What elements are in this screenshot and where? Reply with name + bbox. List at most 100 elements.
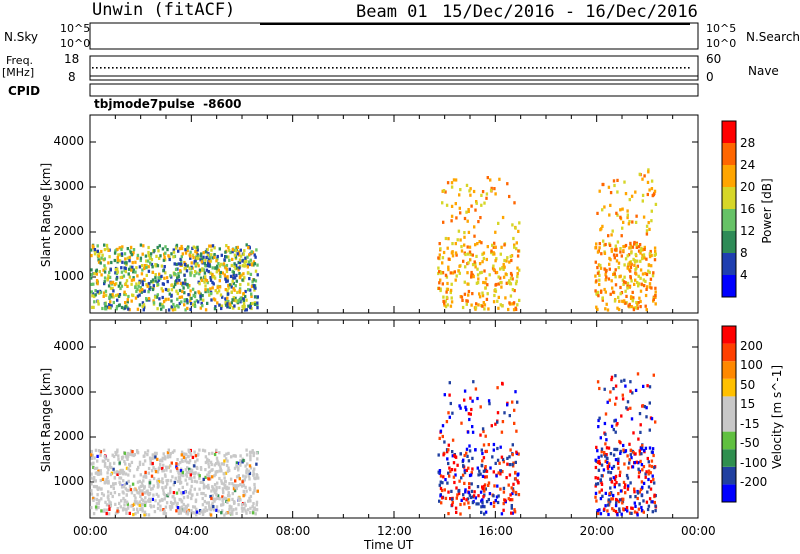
power-pixel bbox=[632, 257, 635, 261]
velocity-pixel bbox=[253, 467, 256, 471]
velocity-pixel bbox=[132, 502, 136, 506]
power-pixel bbox=[174, 267, 178, 271]
power-pixel bbox=[442, 295, 445, 299]
power-pixel bbox=[461, 305, 465, 310]
nave-dot bbox=[400, 67, 402, 69]
power-pixel bbox=[642, 253, 646, 257]
power-pixel bbox=[613, 248, 617, 252]
power-pixel bbox=[108, 303, 111, 307]
power-pixel bbox=[190, 267, 193, 271]
power-pixel bbox=[154, 279, 157, 283]
power-pixel bbox=[150, 280, 153, 284]
velocity-pixel bbox=[453, 453, 456, 458]
power-pixel bbox=[184, 251, 188, 255]
velocity-pixel bbox=[636, 511, 639, 515]
nave-dot bbox=[592, 67, 594, 69]
power-pixel bbox=[204, 275, 207, 279]
power-pixel bbox=[242, 307, 245, 311]
power-pixel bbox=[164, 287, 168, 292]
power-pixel bbox=[458, 193, 461, 197]
velocity-pixel bbox=[646, 456, 649, 461]
power-pixel bbox=[495, 257, 498, 261]
power-pixel bbox=[206, 288, 209, 292]
velocity-pixel bbox=[609, 452, 613, 456]
power-pixel bbox=[242, 292, 245, 296]
velocity-pixel bbox=[169, 464, 172, 468]
power-pixel bbox=[192, 245, 195, 249]
velocity-pixel bbox=[237, 498, 240, 502]
nave-dot bbox=[156, 67, 158, 69]
velocity-pixel bbox=[165, 501, 169, 505]
velocity-pixel bbox=[461, 473, 465, 477]
velocity-pixel bbox=[652, 453, 655, 458]
power-pixel bbox=[238, 260, 242, 265]
power-pixel bbox=[446, 281, 449, 286]
power-pixel bbox=[106, 247, 109, 251]
velocity-pixel bbox=[245, 469, 248, 473]
power-pixel bbox=[100, 256, 103, 260]
velocity-pixel bbox=[139, 473, 142, 477]
velocity-pixel bbox=[169, 469, 172, 473]
nave-dot bbox=[452, 67, 454, 69]
power-pixel bbox=[622, 220, 625, 224]
power-pixel bbox=[653, 258, 657, 262]
velocity-pixel bbox=[483, 489, 486, 493]
power-pixel bbox=[134, 296, 138, 300]
nave-dot bbox=[192, 67, 194, 69]
power-pixel bbox=[449, 271, 452, 275]
power-pixel bbox=[226, 279, 229, 283]
power-pixel bbox=[232, 281, 235, 286]
power-pixel bbox=[198, 268, 202, 272]
power-pixel bbox=[170, 288, 174, 292]
station-title: Unwin (fitACF) bbox=[92, 0, 236, 20]
velocity-pixel bbox=[596, 449, 599, 453]
nave-dot bbox=[364, 67, 366, 69]
velocity-pixel bbox=[117, 457, 120, 461]
velocity-pixel bbox=[176, 506, 180, 510]
velocity-pixel bbox=[121, 468, 124, 472]
power-pixel bbox=[100, 249, 103, 254]
velocity-pixel bbox=[256, 457, 259, 461]
power-pixel bbox=[145, 273, 148, 277]
velocity-colorbar-tick: 200 bbox=[740, 338, 763, 353]
power-pixel bbox=[114, 293, 118, 298]
power-pixel bbox=[198, 282, 201, 286]
power-pixel bbox=[617, 295, 620, 299]
power-pixel bbox=[208, 244, 211, 248]
velocity-pixel bbox=[493, 484, 496, 488]
power-pixel bbox=[611, 286, 614, 290]
power-pixel bbox=[618, 299, 621, 303]
velocity-pixel bbox=[600, 482, 604, 486]
power-pixel bbox=[447, 265, 450, 269]
velocity-pixel bbox=[616, 461, 620, 465]
nave-dot bbox=[580, 67, 582, 69]
power-pixel bbox=[648, 282, 652, 286]
power-pixel bbox=[633, 282, 636, 286]
velocity-pixel bbox=[447, 512, 450, 516]
velocity-pixel bbox=[255, 503, 258, 507]
power-pixel bbox=[211, 286, 214, 290]
velocity-pixel bbox=[629, 495, 632, 499]
power-pixel bbox=[629, 265, 633, 269]
power-pixel bbox=[221, 271, 225, 275]
velocity-pixel bbox=[506, 456, 509, 460]
velocity-pixel bbox=[213, 491, 217, 495]
power-pixel bbox=[441, 256, 445, 260]
power-pixel bbox=[447, 237, 450, 241]
nave-dot bbox=[120, 67, 122, 69]
power-pixel bbox=[617, 261, 621, 265]
velocity-pixel bbox=[445, 448, 449, 452]
power-pixel bbox=[473, 234, 476, 238]
power-pixel bbox=[181, 252, 184, 256]
velocity-pixel bbox=[107, 512, 111, 516]
power-pixel bbox=[254, 269, 258, 273]
power-pixel bbox=[645, 232, 649, 236]
power-pixel bbox=[199, 254, 203, 258]
velocity-pixel bbox=[190, 468, 194, 472]
power-pixel bbox=[203, 262, 207, 266]
velocity-pixel bbox=[235, 475, 239, 479]
velocity-pixel bbox=[483, 486, 486, 490]
velocity-pixel bbox=[242, 507, 245, 511]
power-pixel bbox=[438, 270, 441, 274]
cpid-value: tbjmode7pulse -8600 bbox=[94, 97, 242, 111]
